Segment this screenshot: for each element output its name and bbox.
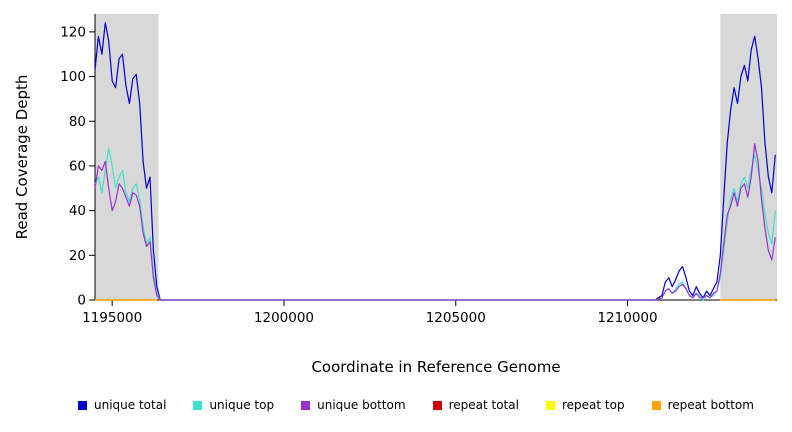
y-tick-label: 0 xyxy=(77,293,86,309)
legend-swatch-unique-bottom xyxy=(301,400,311,410)
legend-item-repeat-top: repeat top xyxy=(545,398,625,412)
legend-label: repeat bottom xyxy=(667,398,754,412)
series-line-unique-top xyxy=(94,147,776,301)
x-tick-label: 1210000 xyxy=(597,310,657,326)
legend-item-unique-top: unique top xyxy=(193,398,274,412)
y-axis-title: Read Coverage Depth xyxy=(13,74,31,240)
y-tick-label: 60 xyxy=(69,158,86,174)
legend-swatch-repeat-total xyxy=(432,400,442,410)
series-line-unique-total xyxy=(94,22,776,301)
y-tick-label: 20 xyxy=(69,248,86,264)
coverage-plot: 1195000 1200000 1205000 1210000 0 20 40 60 80 100… xyxy=(60,14,777,326)
legend-swatch-repeat-bottom xyxy=(651,400,661,410)
legend: unique total unique top unique bottom repea… xyxy=(78,398,754,412)
legend-item-repeat-total: repeat total xyxy=(432,398,519,412)
legend-item-unique-total: unique total xyxy=(78,398,166,412)
legend-item-unique-bottom: unique bottom xyxy=(301,398,406,412)
legend-label: unique total xyxy=(94,398,167,412)
y-tick-label: 80 xyxy=(69,114,86,130)
legend-label: unique top xyxy=(209,398,275,412)
x-tick-label: 1200000 xyxy=(254,310,314,326)
legend-swatch-unique-total xyxy=(78,400,87,410)
legend-swatch-unique-top xyxy=(193,400,203,410)
repeat-region-shading xyxy=(95,14,159,300)
legend-label: unique bottom xyxy=(317,398,406,412)
repeat-region-shading xyxy=(720,14,777,300)
legend-label: repeat total xyxy=(448,398,519,412)
y-tick-label: 120 xyxy=(60,24,86,40)
series-line-unique-bottom xyxy=(94,143,776,301)
x-tick-label: 1195000 xyxy=(82,310,142,326)
legend-label: repeat top xyxy=(561,398,625,412)
x-axis-title: Coordinate in Reference Genome xyxy=(311,358,561,376)
x-tick-label: 1205000 xyxy=(426,310,486,326)
y-tick-label: 40 xyxy=(69,203,86,219)
legend-item-repeat-bottom: repeat bottom xyxy=(651,398,754,412)
legend-swatch-repeat-top xyxy=(545,400,555,410)
y-tick-label: 100 xyxy=(60,69,86,85)
